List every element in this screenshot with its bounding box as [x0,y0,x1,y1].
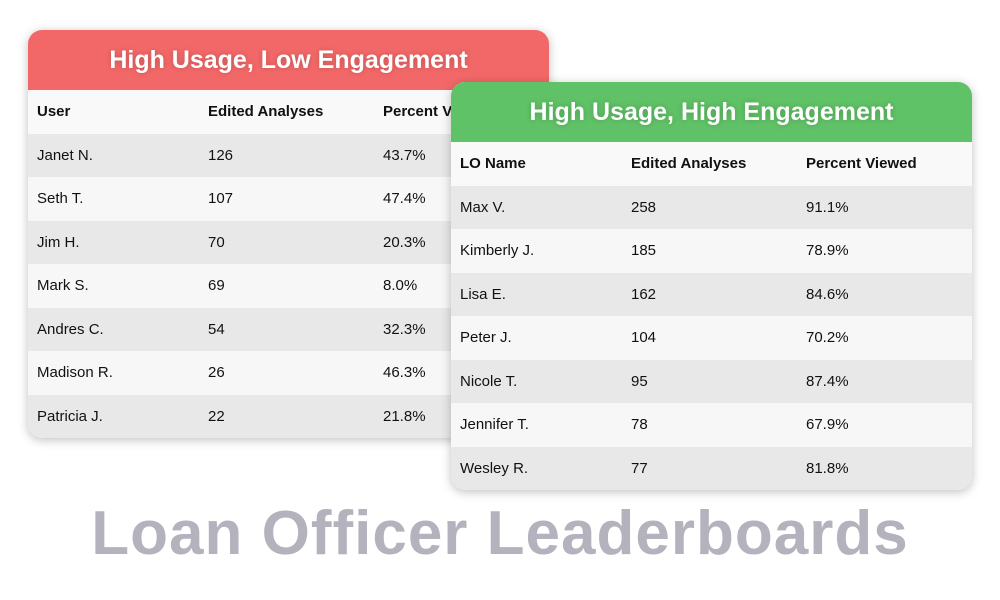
table-cell: 258 [631,198,657,216]
table-cell: Lisa E. [460,285,506,303]
table-cell: 91.1% [806,198,849,216]
table-cell: Madison R. [37,364,113,382]
column-header: LO Name [460,155,526,173]
column-header: User [37,103,71,121]
table-cell: 70.2% [806,329,849,347]
table-cell: 20.3% [383,233,426,251]
table-cell: 107 [208,190,234,208]
card-title: High Usage, Low Engagement [28,30,549,90]
card-title: High Usage, High Engagement [451,82,972,142]
table-cell: 8.0% [383,277,418,295]
table-cell: Kimberly J. [460,242,535,260]
table-cell: Nicole T. [460,372,518,390]
table-cell: 70 [208,233,225,251]
table-cell: Wesley R. [460,459,529,477]
table-cell: 46.3% [383,364,426,382]
table-cell: Andres C. [37,320,104,338]
table-cell: 43.7% [383,146,426,164]
table-cell: 78.9% [806,242,849,260]
high-engagement-table: LO Name Edited Analyses Percent Viewed Max … [451,142,972,490]
table-cell: 84.6% [806,285,849,303]
table-row: Max V. 258 91.1% [451,185,972,229]
table-cell: 32.3% [383,320,426,338]
table-row: Lisa E. 162 84.6% [451,272,972,316]
table-cell: Jim H. [37,233,80,251]
column-header: Edited Analyses [631,155,747,173]
table-cell: Janet N. [37,146,93,164]
column-header: Percent Viewed [806,155,917,173]
table-row: Wesley R. 77 81.8% [451,446,972,490]
table-row: Peter J. 104 70.2% [451,316,972,360]
table-cell: 162 [631,285,657,303]
table-cell: Seth T. [37,190,84,208]
table-header: LO Name Edited Analyses Percent Viewed [451,142,972,186]
table-cell: 77 [631,459,648,477]
table-cell: 81.8% [806,459,849,477]
table-cell: 78 [631,416,648,434]
table-cell: Peter J. [460,329,512,347]
table-cell: 69 [208,277,225,295]
table-cell: 95 [631,372,648,390]
table-cell: Mark S. [37,277,89,295]
high-engagement-card: High Usage, High Engagement LO Name Edite… [451,82,972,490]
table-cell: 87.4% [806,372,849,390]
table-row: Jennifer T. 78 67.9% [451,403,972,447]
table-cell: 67.9% [806,416,849,434]
table-cell: 26 [208,364,225,382]
column-header: Edited Analyses [208,103,324,121]
table-cell: Patricia J. [37,407,103,425]
table-cell: 22 [208,407,225,425]
page-title: Loan Officer Leaderboards [91,499,909,568]
table-cell: 54 [208,320,225,338]
table-cell: 47.4% [383,190,426,208]
table-cell: 185 [631,242,657,260]
table-row: Kimberly J. 185 78.9% [451,229,972,273]
table-cell: Jennifer T. [460,416,529,434]
table-cell: 21.8% [383,407,426,425]
table-cell: 104 [631,329,657,347]
table-cell: 126 [208,146,234,164]
table-cell: Max V. [460,198,506,216]
table-row: Nicole T. 95 87.4% [451,359,972,403]
